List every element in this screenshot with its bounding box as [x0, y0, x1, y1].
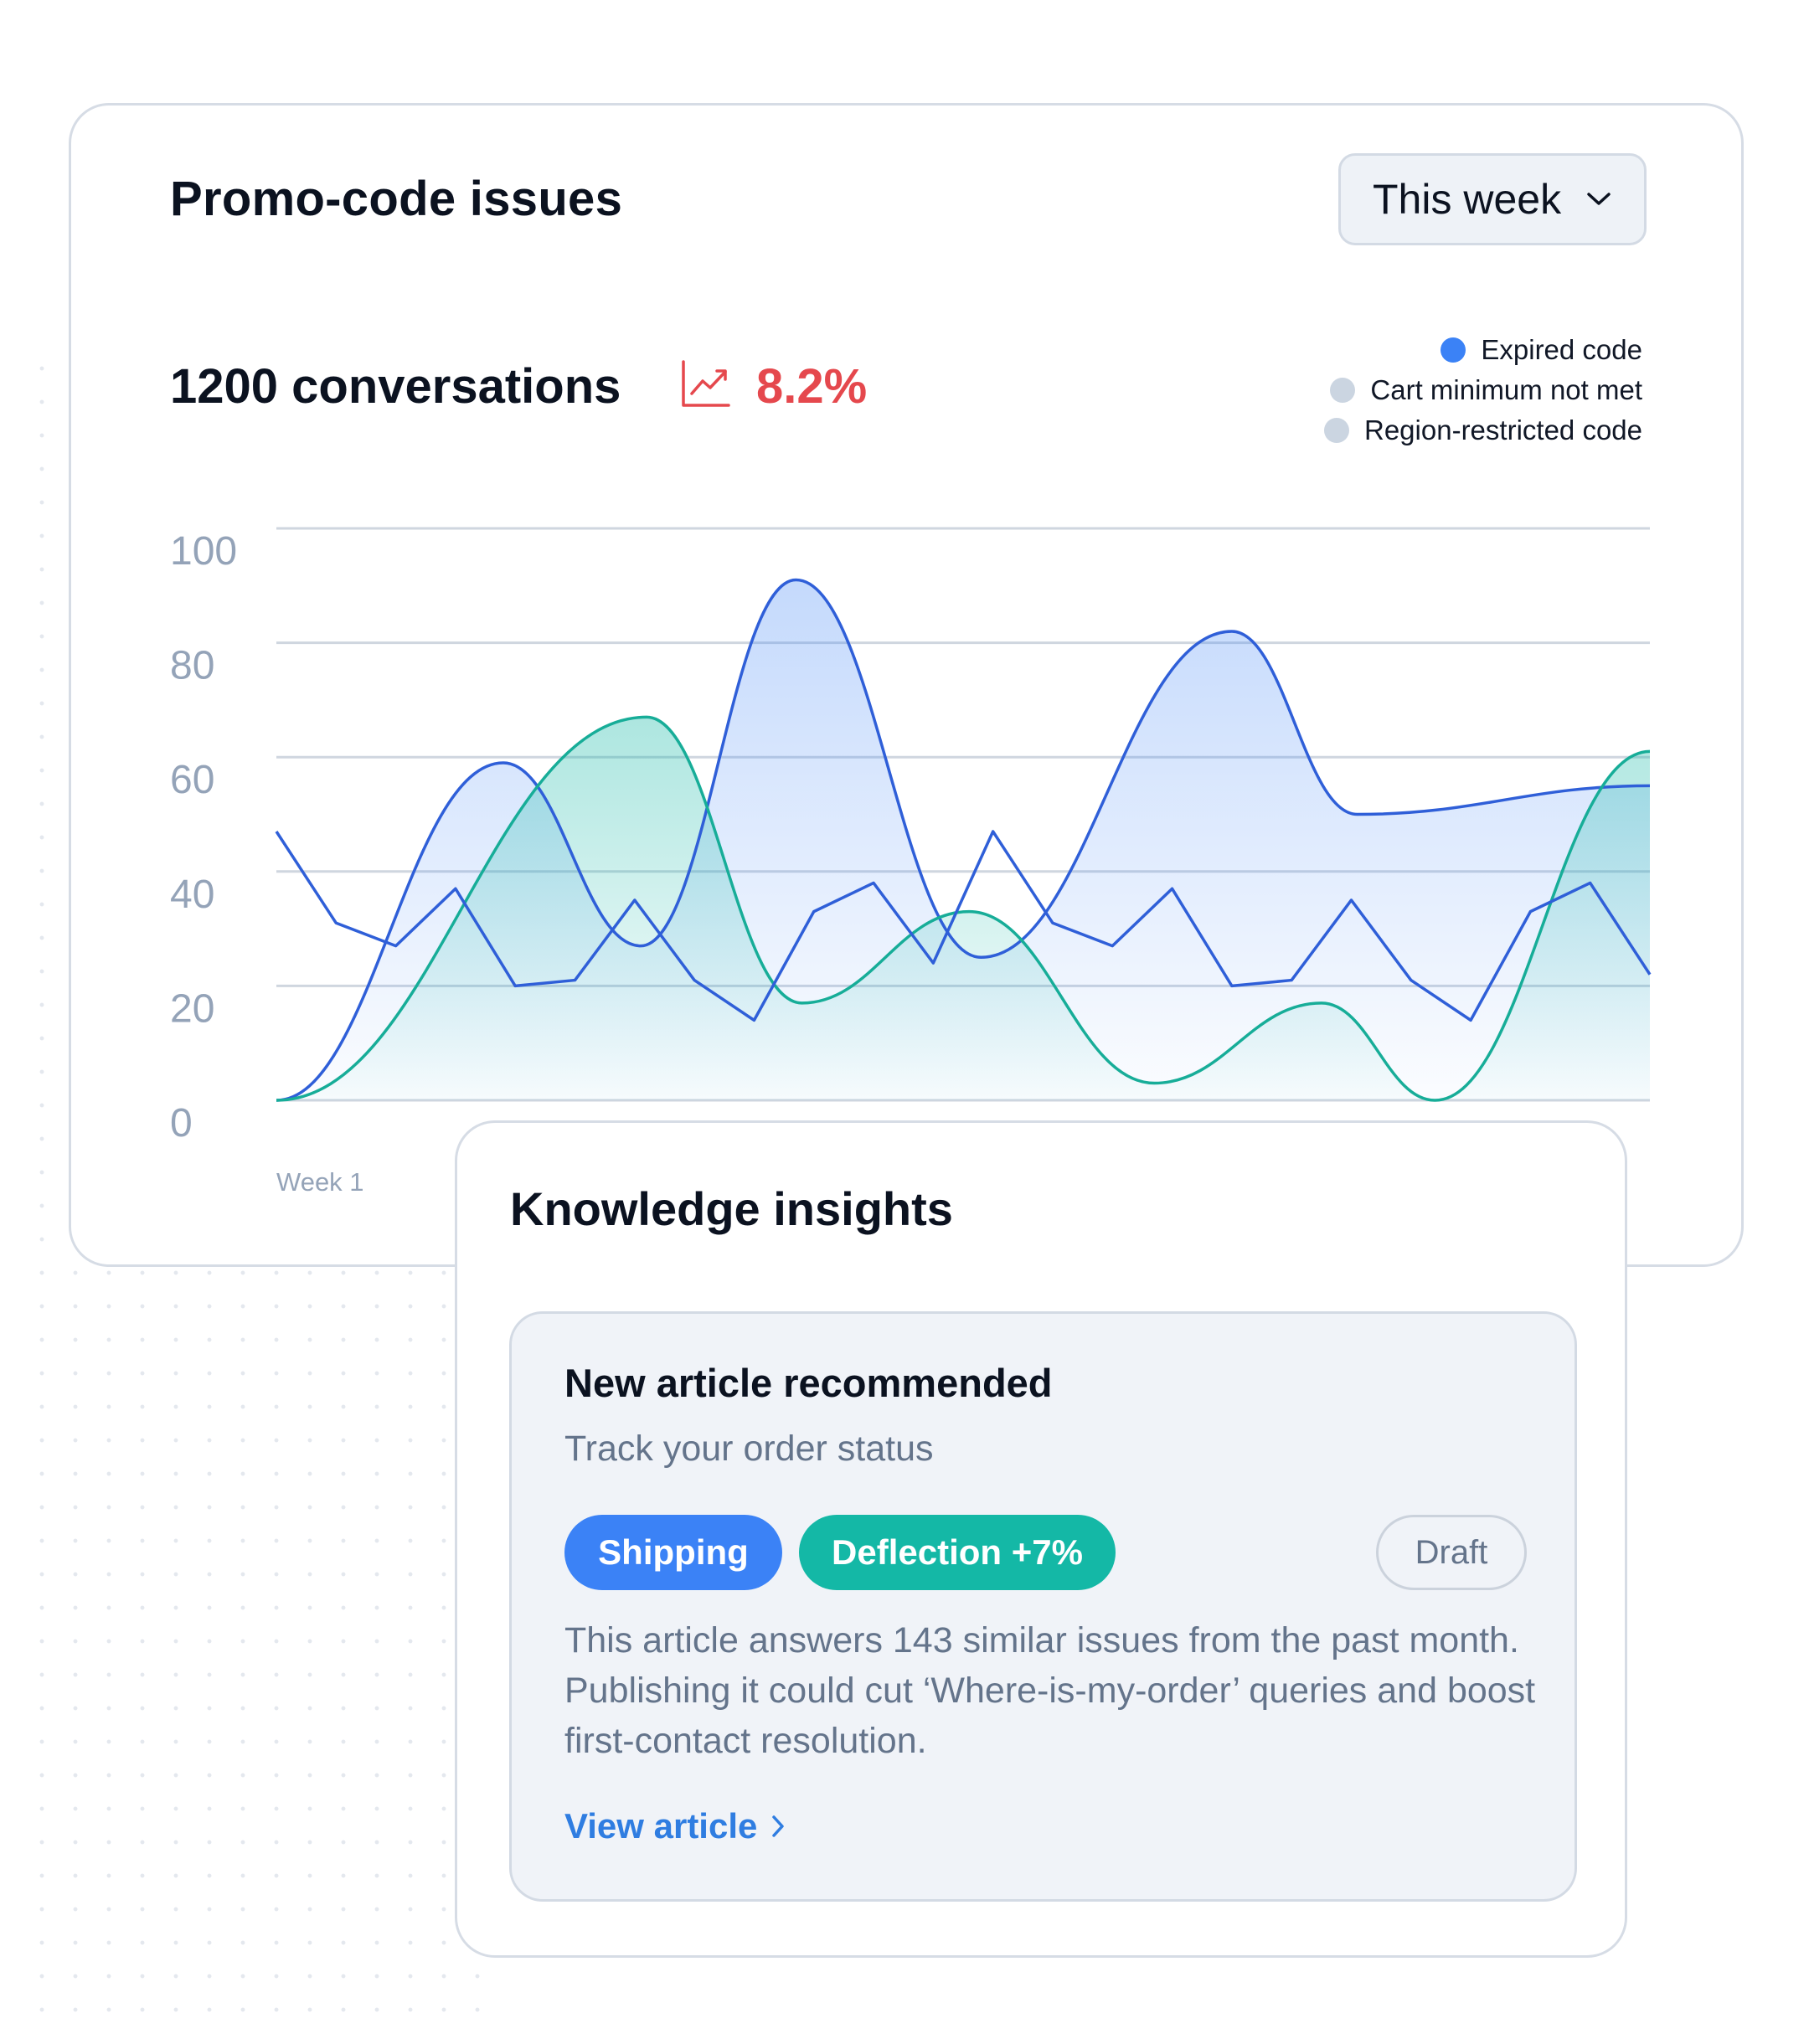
promo-code-issues-card: 100 80 60 40 20 0 Week 1 Promo-code issues Th…	[69, 103, 1744, 1267]
status-badge-draft: Draft	[1376, 1515, 1527, 1590]
y-tick-label: 100	[170, 529, 237, 574]
series-line-2	[275, 830, 1652, 1022]
knowledge-insights-card: Knowledge insights New article recommend…	[455, 1120, 1627, 1958]
y-tick-label: 0	[170, 1101, 193, 1146]
series-line-1	[276, 715, 1651, 1102]
chart-legend: Expired code Cart minimum not met Region…	[1324, 330, 1642, 451]
conversation-count: 1200 conversations	[170, 359, 621, 414]
legend-item-region-restricted: Region-restricted code	[1324, 410, 1642, 451]
legend-item-expired-code: Expired code	[1324, 330, 1642, 370]
x-axis-label-week-1: Week 1	[276, 1167, 364, 1197]
y-tick-label: 80	[170, 644, 214, 688]
legend-item-cart-minimum: Cart minimum not met	[1324, 370, 1642, 410]
legend-dot-cart-minimum	[1330, 378, 1356, 403]
view-article-label: View article	[564, 1806, 758, 1846]
trending-up-icon	[682, 360, 730, 407]
series-line-0	[276, 578, 1651, 1102]
article-heading: New article recommended	[564, 1361, 1053, 1405]
date-range-value: This week	[1373, 176, 1562, 223]
view-article-link[interactable]: View article	[564, 1806, 786, 1846]
legend-label: Region-restricted code	[1364, 414, 1642, 445]
y-tick-label: 40	[170, 873, 214, 917]
promo-code-chart: 100 80 60 40 20 0 Week 1	[170, 527, 1652, 1197]
y-tick-label: 20	[170, 986, 214, 1031]
chevron-down-icon	[1587, 193, 1611, 205]
legend-dot-expired-code	[1440, 337, 1466, 363]
article-description: This article answers 143 similar issues …	[564, 1620, 1536, 1761]
trend-percentage: 8.2%	[756, 359, 868, 414]
article-recommendation: New article recommended Track your order…	[509, 1311, 1577, 1902]
legend-label: Expired code	[1481, 334, 1642, 365]
chevron-right-icon	[772, 1815, 785, 1837]
article-subtitle: Track your order status	[564, 1429, 934, 1469]
insights-title: Knowledge insights	[510, 1182, 953, 1235]
legend-dot-region-restricted	[1324, 418, 1349, 443]
y-tick-label: 60	[170, 758, 214, 802]
date-range-select[interactable]: This week	[1338, 153, 1647, 245]
card-title: Promo-code issues	[170, 172, 623, 226]
legend-label: Cart minimum not met	[1370, 374, 1642, 405]
tag-shipping[interactable]: Shipping	[564, 1515, 782, 1590]
tag-deflection[interactable]: Deflection +7%	[799, 1515, 1116, 1590]
